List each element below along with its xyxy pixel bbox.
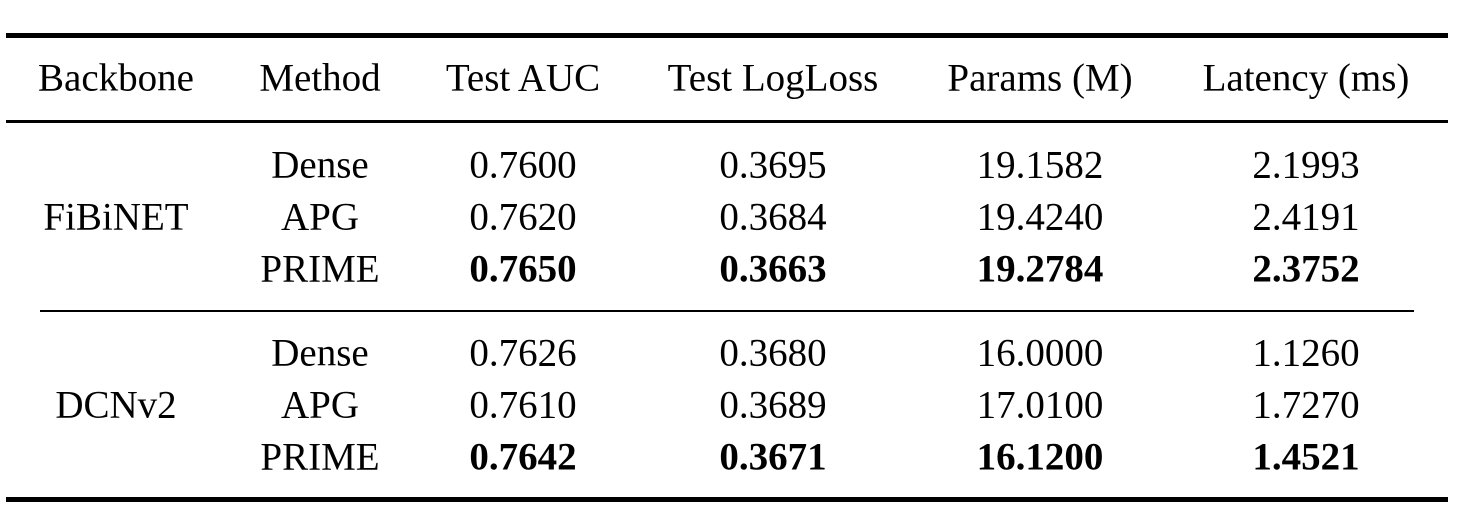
method-cell: APG [280, 383, 360, 427]
auc-cell: 0.7642 [469, 435, 577, 479]
latency-cell: 1.1260 [1252, 331, 1360, 375]
method-cell: PRIME [260, 435, 380, 479]
header-latency: Latency (ms) [1202, 56, 1410, 100]
params-cell: 17.0100 [976, 383, 1104, 427]
header-method: Method [259, 56, 381, 100]
header-test-auc: Test AUC [445, 56, 601, 100]
logloss-cell: 0.3684 [719, 195, 827, 239]
auc-cell: 0.7600 [469, 143, 577, 187]
backbone-cell: FiBiNET [43, 195, 189, 239]
logloss-cell: 0.3689 [719, 383, 827, 427]
params-cell: 16.1200 [976, 435, 1104, 479]
params-cell: 19.1582 [976, 143, 1104, 187]
latency-cell: 1.4521 [1252, 435, 1360, 479]
backbone-cell: DCNv2 [55, 383, 177, 427]
logloss-cell: 0.3680 [719, 331, 827, 375]
header-test-logloss: Test LogLoss [667, 56, 879, 100]
auc-cell: 0.7610 [469, 383, 577, 427]
logloss-cell: 0.3663 [719, 247, 827, 291]
auc-cell: 0.7620 [469, 195, 577, 239]
bottom-rule [6, 497, 1448, 502]
logloss-cell: 0.3671 [719, 435, 827, 479]
logloss-cell: 0.3695 [719, 143, 827, 187]
latency-cell: 2.3752 [1252, 247, 1360, 291]
latency-cell: 1.7270 [1252, 383, 1360, 427]
params-cell: 16.0000 [976, 331, 1104, 375]
params-cell: 19.4240 [976, 195, 1104, 239]
group-separator-rule [40, 310, 1414, 312]
top-rule [6, 33, 1448, 38]
latency-cell: 2.1993 [1252, 143, 1360, 187]
header-backbone: Backbone [38, 56, 194, 100]
params-cell: 19.2784 [976, 247, 1104, 291]
method-cell: Dense [271, 143, 369, 187]
auc-cell: 0.7626 [469, 331, 577, 375]
latency-cell: 2.4191 [1252, 195, 1360, 239]
method-cell: Dense [271, 331, 369, 375]
method-cell: PRIME [260, 247, 380, 291]
auc-cell: 0.7650 [469, 247, 577, 291]
header-params: Params (M) [947, 56, 1133, 100]
header-rule [6, 120, 1448, 123]
method-cell: APG [280, 195, 360, 239]
